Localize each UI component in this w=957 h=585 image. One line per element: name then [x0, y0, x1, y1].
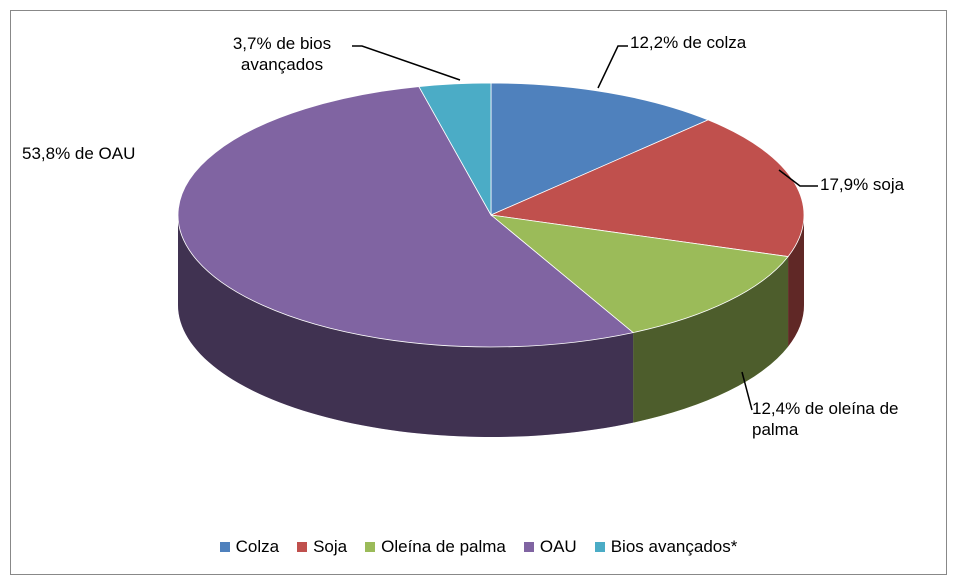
legend-swatch — [594, 542, 605, 552]
legend-item: Colza — [219, 537, 280, 557]
pie-side-shade — [633, 256, 789, 423]
leader-line — [352, 45, 461, 81]
pie-sides — [178, 215, 804, 437]
pie-side-shade — [178, 215, 634, 437]
pie-side-shade — [788, 215, 804, 347]
legend-label: Oleína de palma — [381, 537, 506, 556]
legend: Colza Soja Oleína de palma OAU Bios avançado… — [10, 537, 947, 557]
legend-item: Soja — [297, 537, 347, 557]
leader-line — [597, 45, 628, 89]
data-label: 3,7% de bios avançados — [232, 34, 332, 74]
legend-item: OAU — [523, 537, 577, 557]
legend-label: Soja — [313, 537, 348, 556]
data-label: 17,9% soja — [820, 175, 905, 194]
legend-swatch — [219, 542, 230, 552]
pie-slice — [489, 214, 789, 334]
data-label: 12,2% de colza — [630, 33, 747, 52]
legend-label: Bios avançados* — [610, 537, 738, 556]
legend-item: Bios avançados* — [594, 537, 738, 557]
legend-swatch — [297, 542, 308, 552]
legend-swatch — [365, 542, 376, 552]
legend-label: OAU — [539, 537, 577, 556]
legend-label: Colza — [235, 537, 280, 556]
leader-line — [741, 371, 753, 411]
pie-slice — [418, 82, 492, 217]
pie-slice — [177, 86, 634, 348]
legend-item: Oleína de palma — [365, 537, 506, 557]
leader-lines — [352, 45, 818, 411]
data-label: 12,4% de oleína de palma — [752, 399, 899, 439]
legend-swatch — [523, 542, 534, 552]
pie-slice — [489, 119, 805, 258]
leader-line — [778, 169, 818, 187]
data-label: 53,8% de OAU — [22, 144, 136, 163]
pie-slice — [490, 82, 710, 216]
pie-tops — [177, 82, 805, 348]
